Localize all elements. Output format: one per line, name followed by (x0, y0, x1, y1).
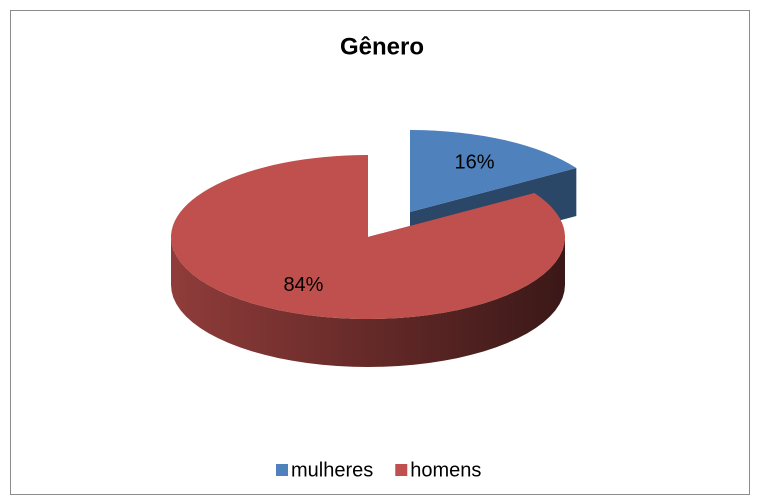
legend-label: mulheres (291, 459, 373, 481)
legend-swatch (276, 464, 288, 476)
legend-swatch (395, 464, 408, 476)
slice-side (171, 237, 565, 367)
chart-title: Gênero (340, 33, 424, 60)
legend-label: homens (410, 459, 481, 481)
slice-top (170, 154, 565, 319)
data-label: 84% (283, 274, 323, 296)
data-label: 16% (455, 151, 495, 173)
slice (170, 154, 565, 367)
slice-top (410, 130, 577, 212)
